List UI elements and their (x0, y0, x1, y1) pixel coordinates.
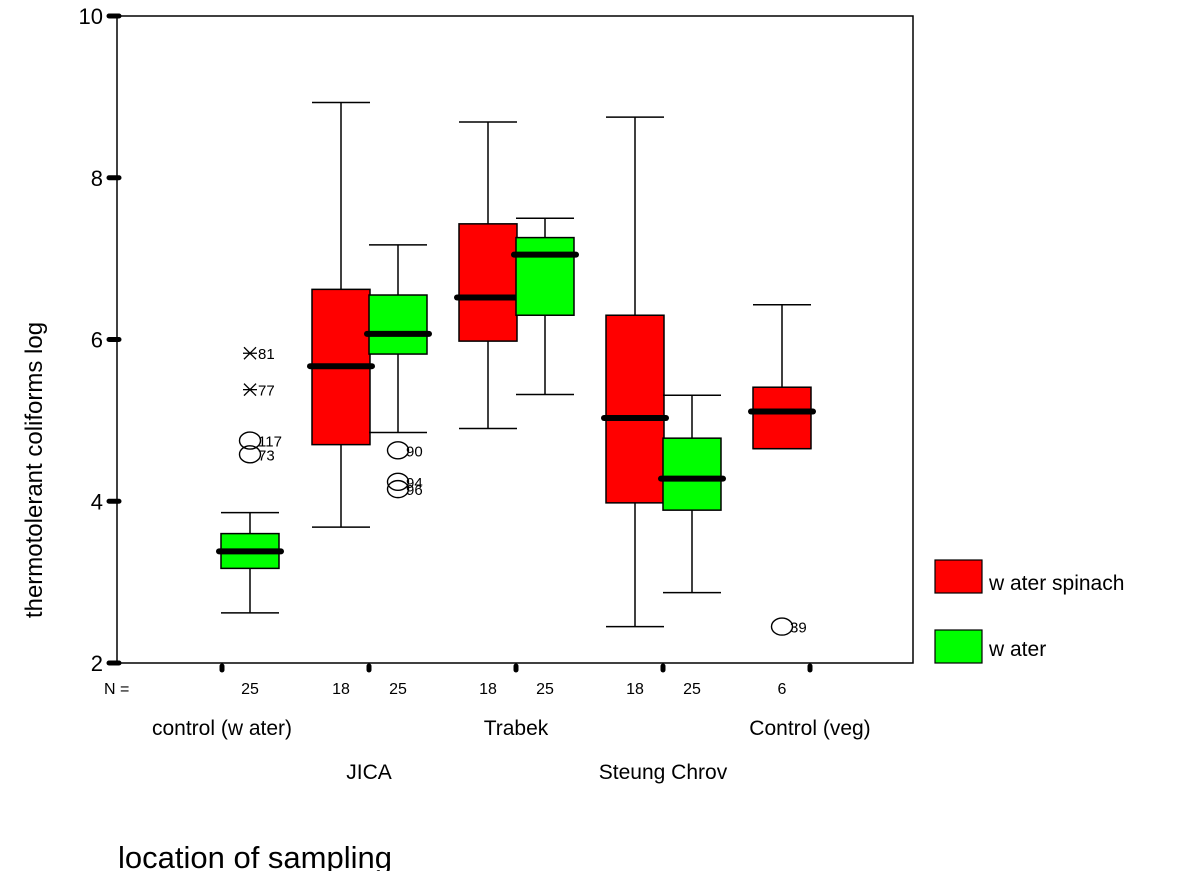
y-axis-label: thermotolerant coliforms log (21, 322, 48, 618)
legend-label-water-spinach: w ater spinach (988, 572, 1124, 595)
box-iqr (458, 223, 518, 342)
outlier-label: 90 (406, 443, 423, 460)
box-iqr (752, 386, 812, 450)
n-label: 18 (479, 681, 497, 698)
outlier-circle (386, 441, 410, 460)
n-label: 25 (536, 681, 554, 698)
box-iqr (605, 314, 665, 504)
x-category-label: control (w ater) (152, 717, 292, 740)
outlier-label: 77 (258, 383, 275, 400)
n-label: 18 (332, 681, 350, 698)
y-axis: 2 4 6 8 10 (79, 4, 122, 676)
outlier-circle (770, 617, 794, 636)
legend-swatch-water (934, 629, 983, 664)
outlier-label: 117 (258, 434, 282, 451)
box-4-0: 39 (748, 303, 816, 637)
x-category-label: JICA (346, 761, 392, 784)
y-tick-label: 2 (91, 651, 103, 676)
box-3-1 (658, 394, 726, 594)
y-tick-label: 10 (79, 4, 103, 29)
x-category-label: Control (veg) (749, 717, 870, 740)
box-3-0 (601, 116, 669, 628)
box-iqr (368, 294, 428, 355)
n-label: 18 (626, 681, 644, 698)
outlier-label: 94 (406, 475, 423, 492)
n-prefix: N = (104, 681, 129, 698)
y-tick-label: 6 (91, 328, 103, 353)
legend-label-water: w ater (988, 638, 1046, 661)
outlier-label: 96 (406, 482, 423, 499)
outlier-circle (238, 445, 262, 464)
n-label: 25 (389, 681, 407, 698)
legend: w ater spinach w ater (934, 559, 1124, 664)
outlier-label: 73 (258, 447, 275, 464)
outlier-star (243, 346, 257, 360)
n-label: 25 (241, 681, 259, 698)
outlier-circle (386, 472, 410, 492)
outlier-circle (386, 479, 410, 499)
x-axis: N = 25 18 25 18 25 18 25 6 control (w ater) JICA Tr… (104, 663, 871, 784)
legend-swatch-water-spinach (934, 559, 983, 594)
outlier-star (243, 383, 257, 397)
x-axis-label: location of sampling (118, 840, 392, 871)
outlier-label: 39 (790, 620, 807, 637)
n-label: 6 (778, 681, 787, 698)
outlier-label: 81 (258, 346, 275, 363)
y-tick-label: 8 (91, 166, 103, 191)
box-iqr (662, 437, 722, 511)
box-iqr (515, 236, 575, 316)
box-2-1 (511, 217, 579, 396)
outlier-circle (238, 431, 262, 450)
x-category-label: Trabek (484, 717, 549, 740)
box-1-0 (307, 101, 375, 528)
y-tick-label: 4 (91, 489, 103, 514)
n-label: 25 (683, 681, 701, 698)
x-category-label: Steung Chrov (599, 761, 728, 784)
box-2-0 (454, 121, 522, 430)
